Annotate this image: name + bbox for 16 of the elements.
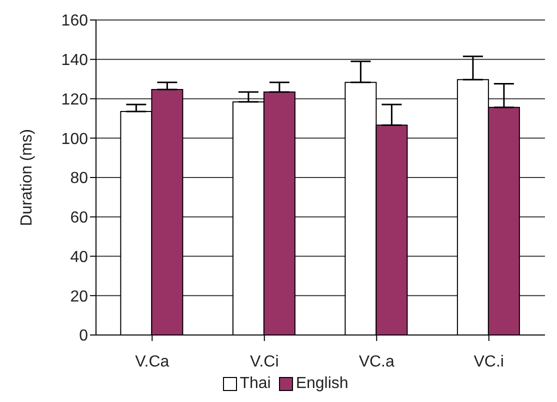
x-tick-label: V.Ci: [250, 353, 279, 370]
y-tick-label: 40: [70, 248, 88, 266]
y-tick-label: 0: [79, 328, 88, 345]
x-tick-label: V.Ca: [135, 353, 170, 370]
legend-label: Thai: [238, 375, 271, 393]
legend-label: English: [294, 375, 348, 393]
x-tick-label: VC.a: [358, 353, 395, 370]
x-tick-label: VC.i: [474, 353, 504, 370]
y-tick-label: 100: [61, 130, 88, 148]
y-tick-label: 160: [61, 12, 88, 30]
y-tick-label: 120: [61, 91, 88, 108]
y-axis-title: Duration (ms): [18, 129, 36, 226]
y-tick-label: 20: [70, 288, 88, 306]
y-tick-label: 60: [70, 210, 88, 227]
y-tick-label: 80: [70, 170, 88, 188]
y-tick-label: 140: [61, 52, 88, 70]
